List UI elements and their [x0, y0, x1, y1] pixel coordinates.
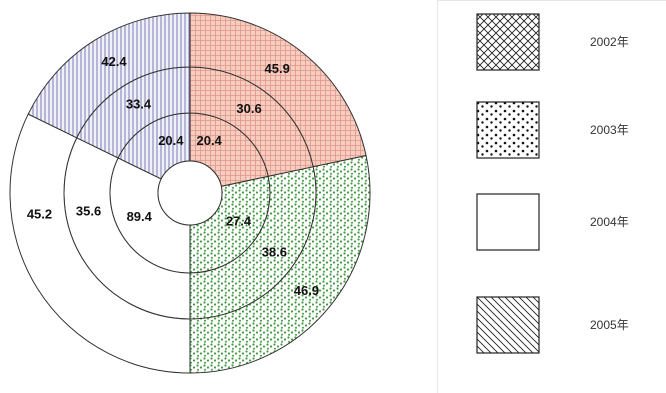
legend-label-2002: 2002年 — [590, 35, 629, 49]
diagonal-lines-swatch-icon — [476, 296, 540, 354]
data-label-middle-left: 35.6 — [76, 203, 101, 218]
data-label-outer-top-right: 45.9 — [265, 61, 290, 76]
donut-center-hole — [157, 160, 223, 226]
crosshatch-swatch-icon — [476, 13, 540, 71]
nested-donut-chart: 20.4 27.4 89.4 20.4 30.6 38.6 35.6 33.4 45.9 46.9… — [9, 12, 371, 374]
legend: 2002年 2003年 2004年 — [437, 0, 666, 393]
legend-label-2004: 2004年 — [590, 215, 629, 229]
data-label-inner-top-left: 20.4 — [158, 133, 184, 148]
data-label-outer-left: 45.2 — [27, 207, 52, 222]
legend-item-2003: 2003年 — [438, 101, 666, 171]
blank-swatch-icon — [476, 193, 540, 251]
data-label-inner-left: 89.4 — [127, 209, 153, 224]
legend-item-2004: 2004年 — [438, 193, 666, 263]
data-label-middle-top-right: 30.6 — [236, 101, 261, 116]
data-label-outer-top-left: 42.4 — [101, 54, 127, 69]
legend-item-2002: 2002年 — [438, 13, 666, 83]
dotted-swatch-icon — [476, 101, 540, 159]
donut-segment-outer-left — [9, 113, 191, 374]
donut-segment-outer-top-left — [27, 12, 191, 139]
data-label-middle-top-left: 33.4 — [126, 96, 152, 111]
data-label-middle-bottom-right: 38.6 — [262, 245, 287, 260]
legend-label-2003: 2003年 — [590, 123, 629, 137]
data-label-inner-bottom-right: 27.4 — [226, 214, 252, 229]
data-label-inner-top-right: 20.4 — [196, 133, 222, 148]
data-label-outer-bottom-right: 46.9 — [294, 283, 319, 298]
legend-label-2005: 2005年 — [590, 318, 629, 332]
donut-segment-outer-bottom-right — [189, 154, 371, 374]
legend-item-2005: 2005年 — [438, 296, 666, 366]
